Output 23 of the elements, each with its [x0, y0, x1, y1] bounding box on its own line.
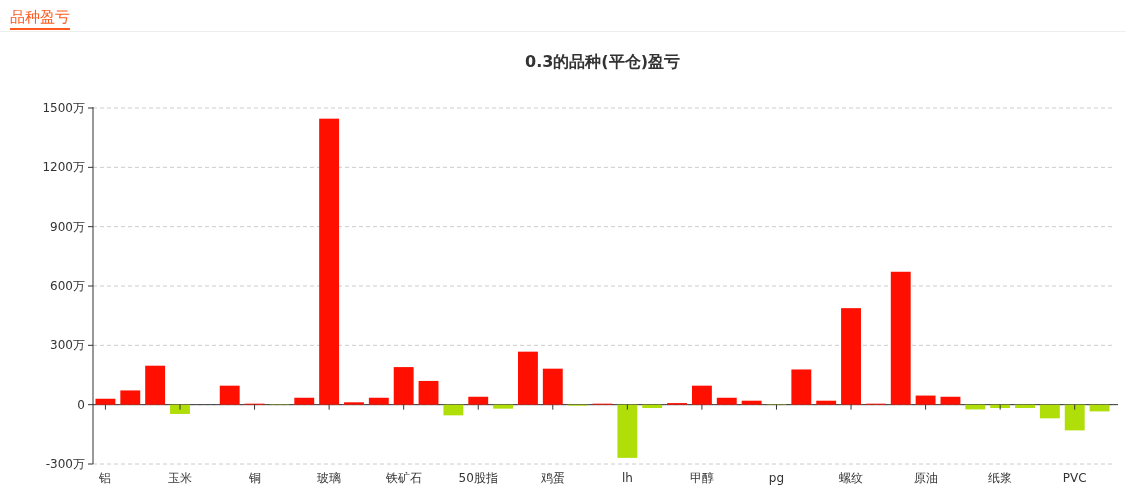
- chart-title: 0.3的品种(平仓)盈亏: [525, 52, 680, 71]
- y-tick-label: 0: [77, 397, 85, 412]
- x-tick-label: 铝: [98, 471, 112, 485]
- text: 品种盈亏: [10, 8, 70, 26]
- x-tick-label: 50股指: [458, 471, 498, 485]
- y-tick-label: -300万: [45, 457, 85, 471]
- x-tick-label: pg: [768, 471, 785, 485]
- y-tick-label: 900万: [50, 219, 85, 234]
- x-tick-label: lh: [621, 471, 633, 485]
- y-tick-label: 1500万: [42, 101, 85, 115]
- x-tick-label: 螺纹: [839, 471, 864, 485]
- x-tick-label: 铜: [247, 471, 261, 485]
- x-tick-label: 甲醇: [689, 471, 714, 485]
- x-tick-label: 原油: [913, 471, 938, 485]
- x-tick-label: 玻璃: [317, 471, 342, 485]
- y-tick-label: 300万: [50, 338, 85, 353]
- x-tick-label: 玉米: [167, 471, 192, 485]
- x-tick-label: 鸡蛋: [539, 471, 565, 485]
- x-tick-label: 纸浆: [988, 471, 1013, 485]
- x-tick-label: PVC: [1062, 471, 1087, 485]
- x-tick-label: 铁矿石: [384, 471, 422, 485]
- y-tick-label: 600万: [50, 279, 85, 293]
- y-tick-label: 1200万: [42, 160, 85, 175]
